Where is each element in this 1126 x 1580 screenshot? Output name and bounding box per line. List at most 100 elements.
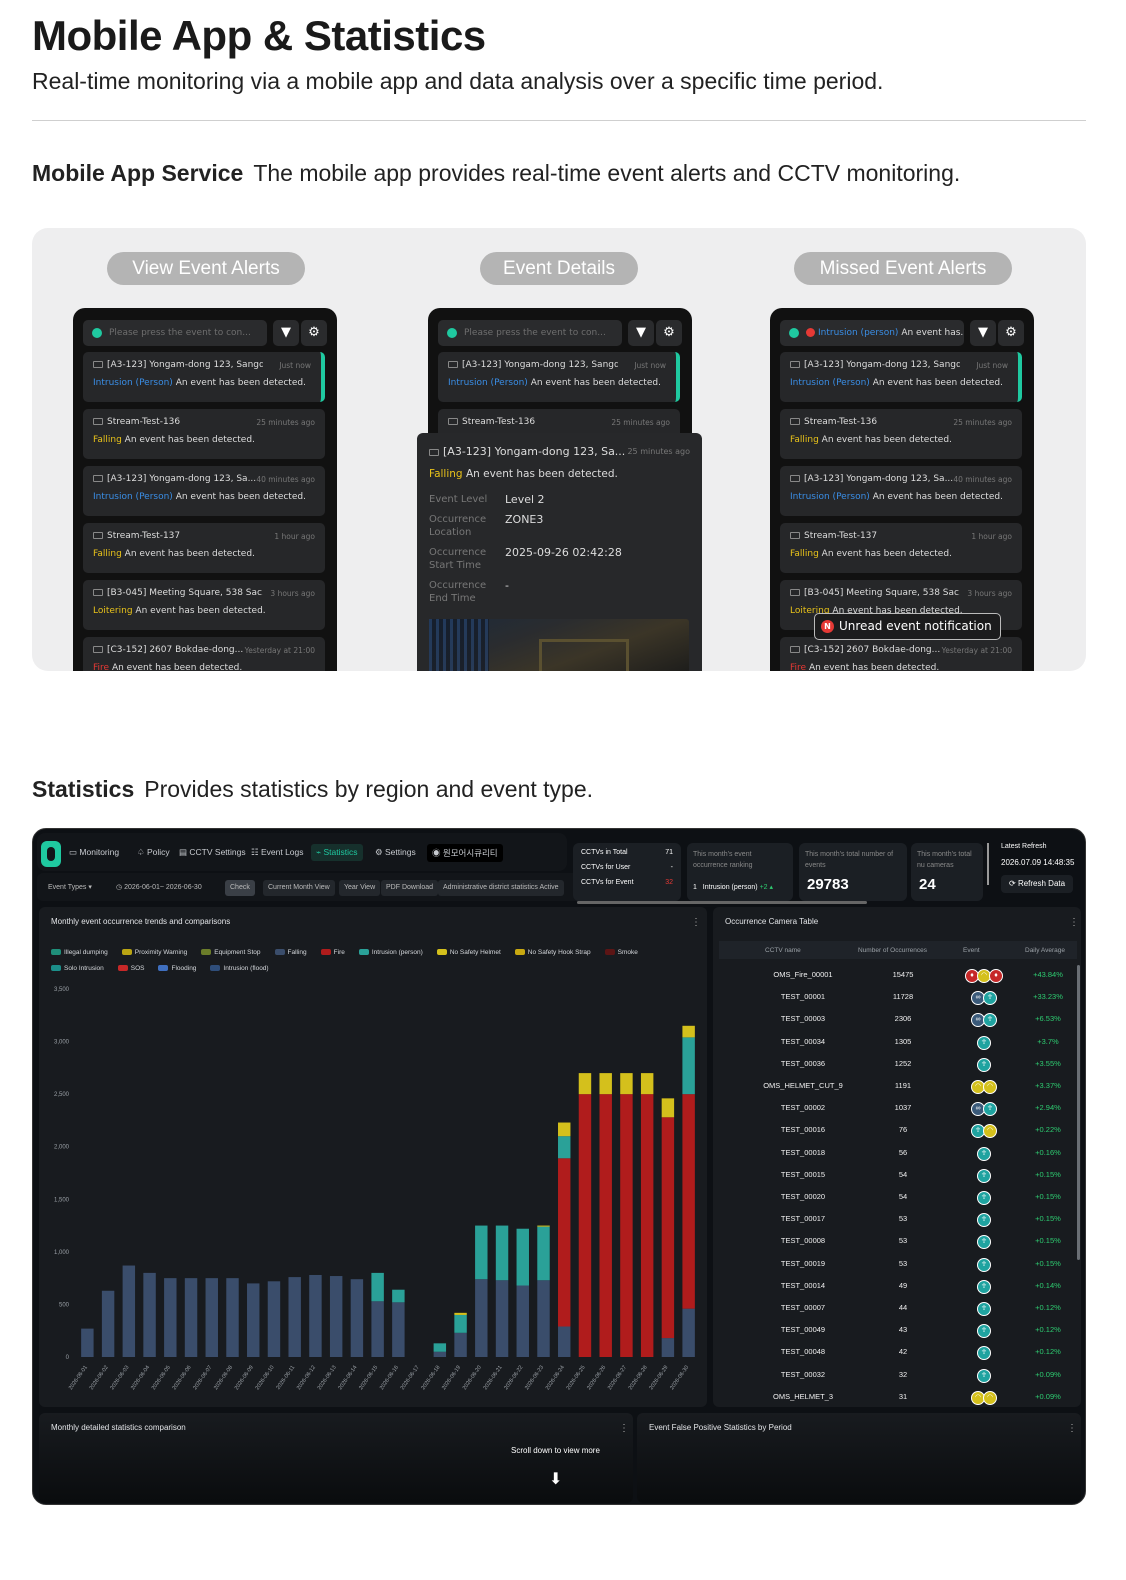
check-button[interactable]: Check xyxy=(225,880,255,896)
table-row[interactable]: TEST_00015 54 ☥ +0.15% xyxy=(723,1165,1073,1187)
gear-icon[interactable]: ⚙ xyxy=(301,320,327,346)
bar-segment[interactable] xyxy=(81,1328,94,1357)
event-alert-item[interactable]: [A3-123] Yongam-dong 123, Sa... 40 minute… xyxy=(83,466,325,516)
legend-item[interactable]: Flooding xyxy=(158,965,203,972)
event-alert-item[interactable]: [C3-152] 2607 Bokdae-dong... Yesterday at… xyxy=(83,637,325,671)
bar-segment[interactable] xyxy=(558,1136,571,1159)
event-alert-item[interactable]: [A3-123] Yongam-dong 123, Sa... 40 minute… xyxy=(780,466,1022,516)
more-icon[interactable]: ⋮ xyxy=(619,1423,629,1434)
table-row[interactable]: TEST_00019 53 ☥ +0.15% xyxy=(723,1254,1073,1276)
table-row[interactable]: TEST_00014 49 ☥ +0.14% xyxy=(723,1276,1073,1298)
event-detail-popup[interactable]: [A3-123] Yongam-dong 123, Sa... 25 minut… xyxy=(417,433,702,671)
nav-policy[interactable]: ♤ Policy xyxy=(137,847,170,857)
bar-segment[interactable] xyxy=(661,1338,675,1357)
date-range-picker[interactable]: ◷ 2026-06-01~ 2026-06-30 xyxy=(116,884,202,891)
legend-item[interactable]: Falling xyxy=(274,949,314,956)
bar-segment[interactable] xyxy=(516,1285,529,1357)
bar-segment[interactable] xyxy=(599,1073,612,1095)
bar-segment[interactable] xyxy=(101,1290,115,1357)
bar-segment[interactable] xyxy=(537,1226,550,1281)
search-input[interactable]: Intrusion (person) An event has... xyxy=(780,320,964,346)
bar-segment[interactable] xyxy=(371,1301,384,1357)
legend-item[interactable]: Fire xyxy=(320,949,352,956)
year-view-button[interactable]: Year View xyxy=(339,880,381,896)
bar-segment[interactable] xyxy=(371,1272,384,1302)
bar-segment[interactable] xyxy=(350,1279,364,1357)
current-month-view-button[interactable]: Current Month View xyxy=(263,880,335,896)
bar-segment[interactable] xyxy=(537,1225,550,1227)
gear-icon[interactable]: ⚙ xyxy=(998,320,1024,346)
event-alert-item[interactable]: [A3-123] Yongam-dong 123, Sangd... Just n… xyxy=(83,352,325,402)
bar-segment[interactable] xyxy=(682,1025,695,1038)
table-row[interactable]: TEST_00001 11728 ∞ ☥ +33.23% xyxy=(723,987,1073,1009)
table-row[interactable]: TEST_00003 2306 ∞ ☥ +6.53% xyxy=(723,1009,1073,1031)
table-row[interactable]: TEST_00017 53 ☥ +0.15% xyxy=(723,1209,1073,1231)
legend-item[interactable]: No Safety Hook Strap xyxy=(514,949,598,956)
bar-segment[interactable] xyxy=(640,1094,654,1357)
bar-segment[interactable] xyxy=(247,1283,260,1357)
legend-item[interactable]: Intrusion (flood) xyxy=(210,965,275,972)
bar-segment[interactable] xyxy=(309,1274,322,1357)
bar-segment[interactable] xyxy=(226,1278,239,1357)
bar-segment[interactable] xyxy=(495,1225,509,1281)
search-input[interactable]: Please press the event to con... xyxy=(438,320,622,346)
table-row[interactable]: TEST_00002 1037 ∞ ☥ +2.94% xyxy=(723,1098,1073,1120)
legend-item[interactable]: Illegal dumping xyxy=(51,949,115,956)
search-input[interactable]: Please press the event to con... xyxy=(83,320,267,346)
bar-segment[interactable] xyxy=(164,1278,177,1357)
event-alert-item[interactable]: [C3-152] 2607 Bokdae-dong... Yesterday at… xyxy=(780,637,1022,671)
legend-item[interactable]: SOS xyxy=(117,965,152,972)
refresh-data-button[interactable]: ⟳ Refresh Data xyxy=(1001,875,1074,893)
gear-icon[interactable]: ⚙ xyxy=(656,320,682,346)
bar-segment[interactable] xyxy=(495,1280,509,1357)
more-icon[interactable]: ⋮ xyxy=(1067,1423,1077,1434)
bar-segment[interactable] xyxy=(454,1332,467,1357)
nav-event-logs[interactable]: ☷ Event Logs xyxy=(251,847,304,857)
bar-segment[interactable] xyxy=(558,1158,571,1327)
bar-segment[interactable] xyxy=(205,1278,218,1357)
filter-icon[interactable]: ▼ xyxy=(628,320,654,346)
bar-segment[interactable] xyxy=(661,1117,675,1339)
bar-segment[interactable] xyxy=(537,1280,550,1357)
bar-segment[interactable] xyxy=(661,1098,675,1118)
bar-segment[interactable] xyxy=(578,1094,592,1357)
legend-item[interactable]: Solo Intrusion xyxy=(51,965,111,972)
unread-notification-toast[interactable]: Unread event notification xyxy=(814,613,1001,640)
more-icon[interactable]: ⋮ xyxy=(691,917,701,928)
arrow-down-icon[interactable]: ⬇ xyxy=(549,1471,563,1488)
bar-segment[interactable] xyxy=(640,1073,654,1095)
bar-segment[interactable] xyxy=(475,1279,488,1357)
admin-district-stats-toggle[interactable]: Administrative district statistics Activ… xyxy=(438,880,564,896)
bar-segment[interactable] xyxy=(516,1228,529,1286)
table-row[interactable]: TEST_00048 42 ☥ +0.12% xyxy=(723,1342,1073,1364)
legend-item[interactable]: Intrusion (person) xyxy=(358,949,430,956)
bar-segment[interactable] xyxy=(620,1094,633,1357)
bar-segment[interactable] xyxy=(329,1276,343,1357)
bar-segment[interactable] xyxy=(599,1094,612,1357)
bar-segment[interactable] xyxy=(143,1272,156,1357)
table-row[interactable]: TEST_00034 1305 ☥ +3.7% xyxy=(723,1032,1073,1054)
table-row[interactable]: OMS_Fire_00001 15475 ♦ ◠ ♦ +43.84% xyxy=(723,965,1073,987)
legend-item[interactable]: Proximity Warning xyxy=(121,949,195,956)
bar-segment[interactable] xyxy=(288,1277,301,1357)
bar-segment[interactable] xyxy=(682,1094,695,1309)
bar-segment[interactable] xyxy=(558,1326,571,1357)
table-row[interactable]: TEST_00016 76 ☥ ◠ +0.22% xyxy=(723,1120,1073,1142)
bar-segment[interactable] xyxy=(475,1225,488,1280)
event-alert-item[interactable]: [A3-123] Yongam-dong 123, Sangd... Just n… xyxy=(780,352,1022,402)
bar-segment[interactable] xyxy=(578,1073,592,1095)
table-row[interactable]: OMS_HELMET_3 31 ◠ ◠ +0.09% xyxy=(723,1387,1073,1407)
table-row[interactable]: TEST_00018 56 ☥ +0.16% xyxy=(723,1143,1073,1165)
table-row[interactable]: TEST_00020 54 ☥ +0.15% xyxy=(723,1187,1073,1209)
bar-segment[interactable] xyxy=(433,1343,447,1352)
event-alert-item[interactable]: Stream-Test-137 1 hour ago Falling An even… xyxy=(780,523,1022,573)
nav-cctv-settings[interactable]: ▤ CCTV Settings xyxy=(179,847,246,857)
event-types-dropdown[interactable]: Event Types ▾ xyxy=(48,884,92,891)
event-alert-item[interactable]: [A3-123] Yongam-dong 123, Sangd... Just n… xyxy=(438,352,680,402)
bar-segment[interactable] xyxy=(433,1351,447,1357)
bar-segment[interactable] xyxy=(620,1073,633,1095)
bar-segment[interactable] xyxy=(454,1312,467,1315)
legend-item[interactable]: Smoke xyxy=(604,949,645,956)
